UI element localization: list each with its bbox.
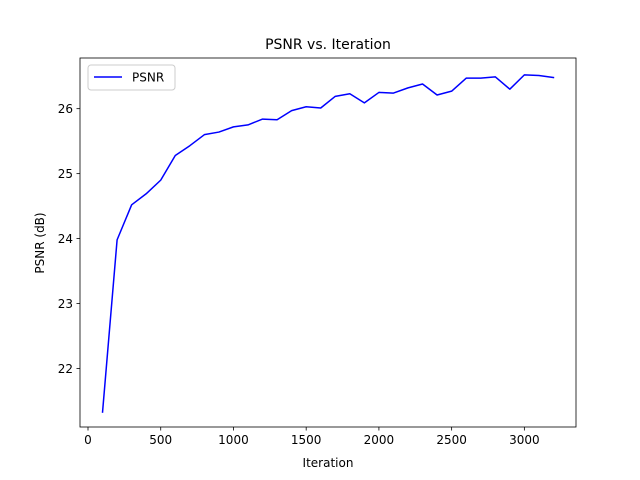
chart-title: PSNR vs. Iteration xyxy=(265,37,391,53)
y-tick-label: 22 xyxy=(58,362,73,376)
plot-area: 0 500 1000 1500 2000 2500 3000 22 23 24 25 26 xyxy=(58,57,577,447)
x-tick-label: 2500 xyxy=(436,433,467,447)
series-line-0 xyxy=(101,74,555,413)
x-tick-label: 500 xyxy=(149,433,172,447)
legend: PSNR xyxy=(87,64,176,91)
axes-frame xyxy=(79,57,577,428)
x-tick-label: 0 xyxy=(84,433,92,447)
x-tick-label: 1500 xyxy=(291,433,322,447)
x-axis-label: Iteration xyxy=(303,456,354,470)
y-tick-label: 25 xyxy=(58,167,73,181)
y-axis-label: PSNR (dB) xyxy=(33,212,47,273)
legend-box xyxy=(87,64,176,91)
x-tick-label: 2000 xyxy=(364,433,395,447)
y-tick-label: 24 xyxy=(58,232,73,246)
x-tick-label: 3000 xyxy=(509,433,540,447)
x-tick-label: 1000 xyxy=(218,433,249,447)
y-tick-label: 26 xyxy=(58,102,73,116)
y-tick-label: 23 xyxy=(58,297,73,311)
legend-entry: PSNR xyxy=(132,71,164,85)
